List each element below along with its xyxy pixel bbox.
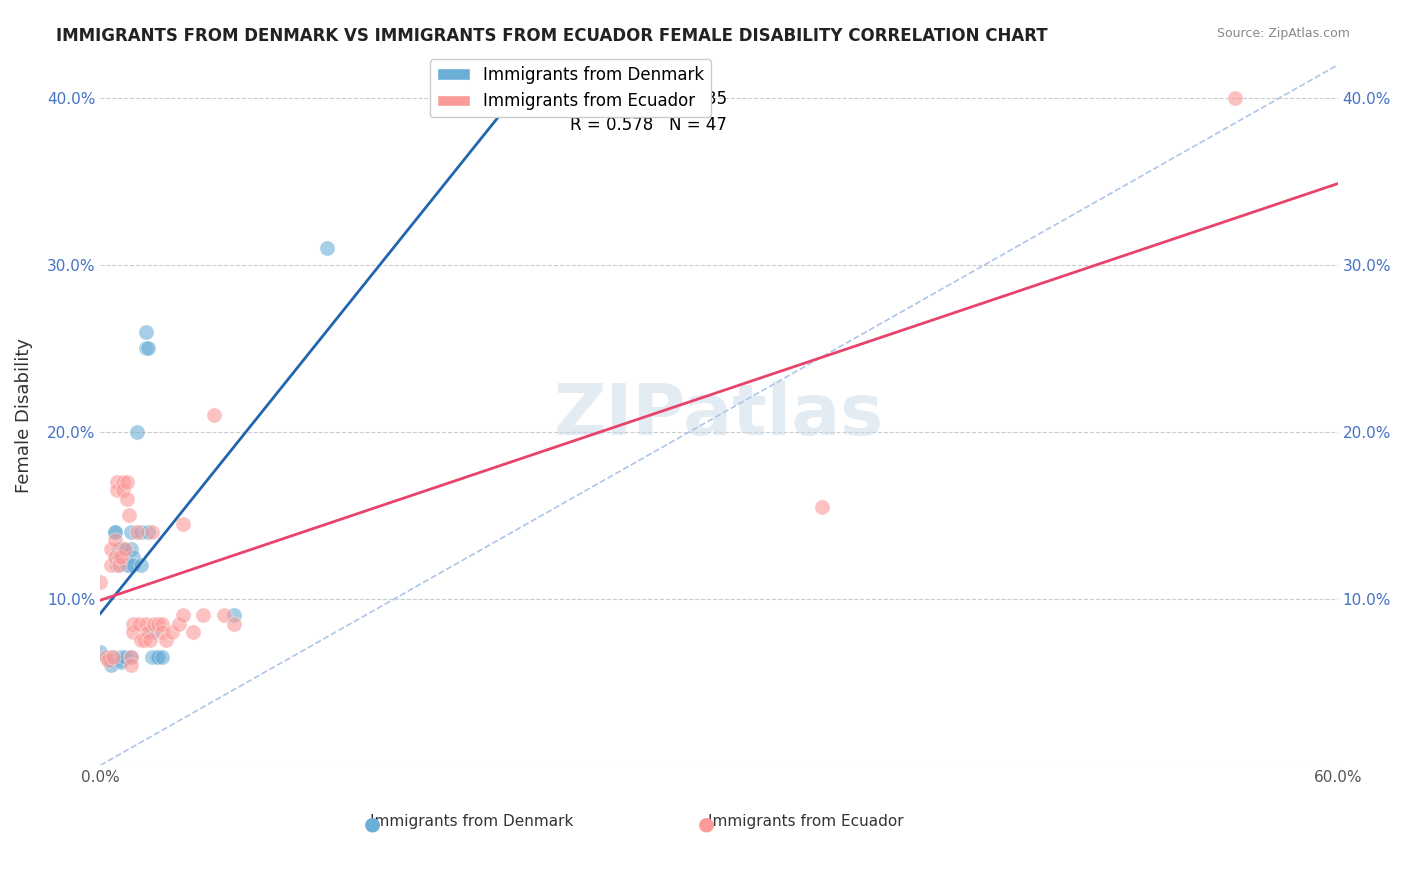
- Point: [167, 616, 190, 631]
- Point: [96, 649, 118, 664]
- Point: [120, 658, 142, 673]
- Point: [155, 633, 177, 648]
- Point: [108, 541, 131, 556]
- Point: [202, 408, 225, 422]
- Point: [146, 616, 169, 631]
- Point: [131, 524, 153, 539]
- Point: [105, 483, 128, 498]
- Point: [212, 608, 235, 623]
- Point: [1223, 91, 1246, 105]
- Point: [104, 524, 127, 539]
- Point: [181, 624, 204, 639]
- Point: [131, 633, 153, 648]
- Point: [316, 241, 339, 255]
- Point: [145, 649, 167, 664]
- Point: [100, 649, 122, 664]
- Point: [100, 653, 122, 667]
- Point: [141, 649, 163, 664]
- Point: [150, 649, 173, 664]
- Point: [135, 616, 157, 631]
- Point: [100, 541, 122, 556]
- Text: ●: ●: [697, 814, 716, 833]
- Text: ●: ●: [364, 814, 381, 833]
- Point: [100, 558, 122, 573]
- Point: [136, 342, 159, 356]
- Point: [118, 558, 141, 573]
- Point: [114, 541, 136, 556]
- Point: [141, 624, 163, 639]
- Point: [146, 649, 169, 664]
- Point: [118, 508, 141, 523]
- Point: [104, 533, 127, 548]
- Y-axis label: Female Disability: Female Disability: [15, 338, 32, 492]
- Point: [104, 524, 127, 539]
- Point: [110, 653, 132, 667]
- Point: [224, 608, 246, 623]
- Point: [172, 608, 194, 623]
- Point: [811, 500, 834, 514]
- Point: [122, 558, 145, 573]
- Point: [150, 616, 173, 631]
- Text: Immigrants from Ecuador: Immigrants from Ecuador: [707, 814, 904, 830]
- Point: [104, 549, 127, 564]
- Point: [110, 549, 132, 564]
- Point: [120, 649, 142, 664]
- Point: [142, 616, 165, 631]
- Point: [172, 516, 194, 531]
- Point: [120, 541, 142, 556]
- Point: [115, 475, 138, 489]
- Point: [110, 649, 132, 664]
- Point: [135, 325, 157, 339]
- Point: [111, 483, 134, 498]
- Point: [105, 549, 128, 564]
- Point: [150, 624, 173, 639]
- Point: [122, 549, 145, 564]
- Point: [120, 649, 142, 664]
- Text: R = 0.264   N = 35: R = 0.264 N = 35: [571, 89, 727, 108]
- Point: [97, 653, 120, 667]
- Text: Immigrants from Denmark: Immigrants from Denmark: [370, 814, 574, 830]
- Point: [108, 558, 131, 573]
- Point: [136, 624, 159, 639]
- Point: [120, 524, 142, 539]
- Point: [127, 524, 149, 539]
- Point: [115, 491, 138, 506]
- Point: [128, 616, 150, 631]
- Point: [111, 541, 134, 556]
- Text: ZIPatlas: ZIPatlas: [554, 381, 884, 450]
- Point: [100, 658, 122, 673]
- Text: IMMIGRANTS FROM DENMARK VS IMMIGRANTS FROM ECUADOR FEMALE DISABILITY CORRELATION: IMMIGRANTS FROM DENMARK VS IMMIGRANTS FR…: [56, 27, 1047, 45]
- Point: [131, 558, 153, 573]
- Legend: Immigrants from Denmark, Immigrants from Ecuador: Immigrants from Denmark, Immigrants from…: [430, 60, 711, 117]
- Point: [110, 655, 132, 669]
- Point: [132, 633, 155, 648]
- Point: [141, 524, 163, 539]
- Point: [139, 633, 162, 648]
- Text: R = 0.578   N = 47: R = 0.578 N = 47: [571, 116, 727, 134]
- Point: [162, 624, 184, 639]
- Point: [136, 524, 159, 539]
- Point: [114, 649, 136, 664]
- Point: [101, 649, 124, 664]
- Point: [89, 574, 111, 589]
- Point: [108, 549, 131, 564]
- Point: [127, 425, 149, 439]
- Point: [135, 342, 157, 356]
- Point: [122, 616, 145, 631]
- Point: [89, 645, 111, 659]
- Point: [105, 475, 128, 489]
- Point: [122, 624, 145, 639]
- Point: [115, 558, 138, 573]
- Point: [111, 475, 134, 489]
- Point: [193, 608, 215, 623]
- Point: [224, 616, 246, 631]
- Text: Source: ZipAtlas.com: Source: ZipAtlas.com: [1216, 27, 1350, 40]
- Point: [105, 558, 128, 573]
